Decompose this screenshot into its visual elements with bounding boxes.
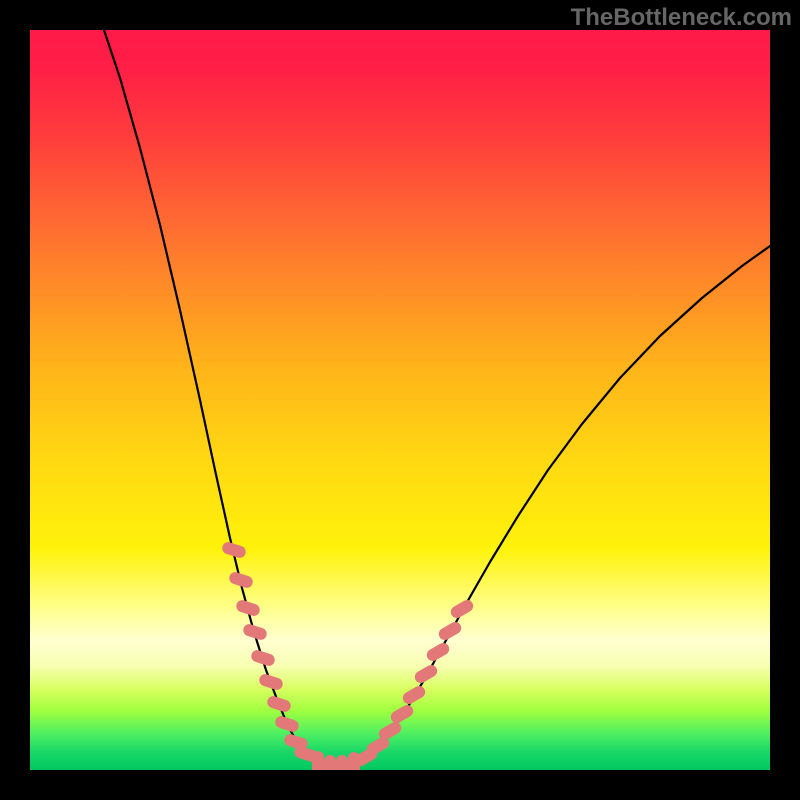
marker-dot	[324, 755, 336, 770]
marker-dot	[312, 751, 324, 770]
watermark-text: TheBottleneck.com	[571, 4, 792, 32]
chart-frame: TheBottleneck.com	[0, 0, 800, 800]
marker-dot	[336, 755, 348, 770]
chart-svg	[30, 30, 770, 770]
gradient-background	[30, 30, 770, 770]
plot-area	[30, 30, 770, 770]
